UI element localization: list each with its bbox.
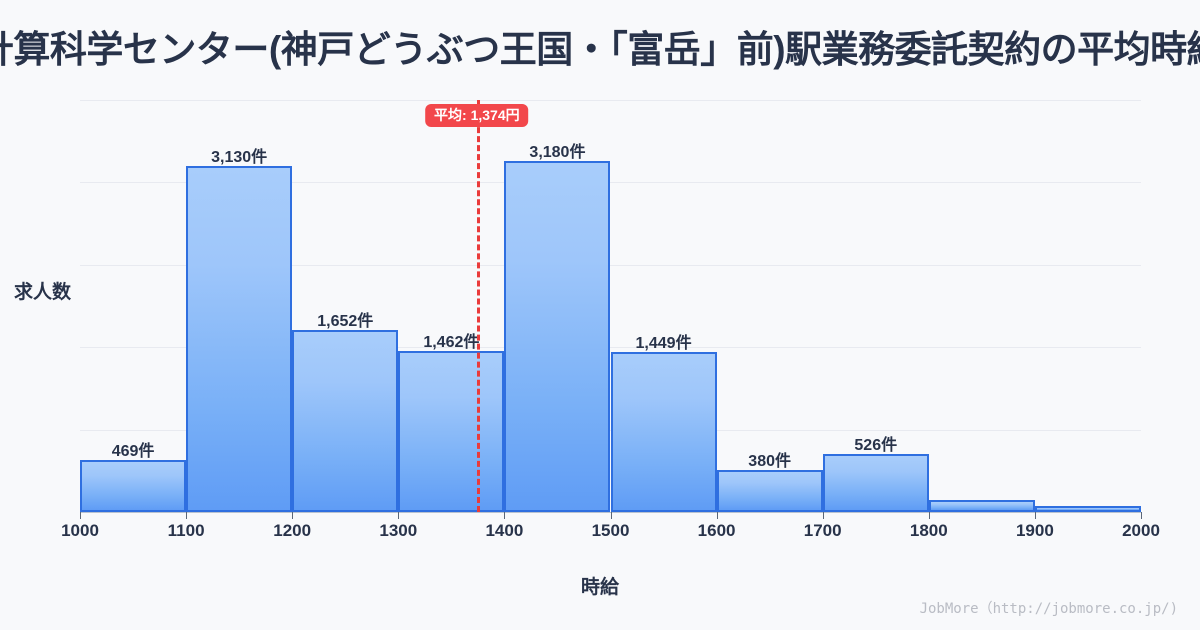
x-axis-tick: [1141, 512, 1142, 519]
watermark-credit: JobMore（http://jobmore.co.jp/): [919, 601, 1178, 617]
x-axis-title: 時給: [580, 577, 619, 598]
x-axis-tick: [822, 512, 824, 519]
bar-value-label: 1,652件: [317, 312, 374, 330]
gridline: [80, 182, 1141, 184]
x-axis-tick-label: 1700: [803, 521, 842, 540]
x-axis-tick: [186, 512, 188, 519]
bar[interactable]: [822, 453, 929, 512]
x-axis-tick: [398, 512, 400, 519]
x-axis-tick-label: 1600: [697, 521, 736, 540]
x-axis-tick-label: 1400: [485, 521, 524, 540]
average-line: [476, 100, 480, 512]
x-axis-tick-label: 1000: [61, 521, 99, 540]
bar[interactable]: [504, 160, 611, 512]
bar[interactable]: [1034, 505, 1141, 512]
bar-value-label: 469件: [111, 443, 155, 461]
gridline: [80, 347, 1141, 349]
x-axis-tick-label: 1300: [379, 521, 418, 540]
x-axis-tick: [1034, 512, 1036, 519]
bar[interactable]: [80, 460, 187, 512]
x-axis-tick: [716, 512, 718, 519]
plot-area: 469件 3,130件 1,652件 1,462件 3,180件 1,449件 380件 52…: [80, 100, 1141, 512]
gridline: [80, 100, 1141, 101]
x-axis-tick: [928, 512, 930, 519]
bar-value-label: 1,449件: [635, 334, 692, 352]
bar[interactable]: [398, 350, 505, 512]
x-axis-tick: [504, 512, 506, 519]
x-axis-tick-label: 1100: [167, 521, 205, 540]
x-axis-tick: [610, 512, 612, 519]
bar-value-label: 380件: [748, 453, 791, 471]
x-axis-tick: [80, 512, 81, 519]
x-axis-tick-label: 1200: [273, 521, 312, 540]
bar-value-label: 1,462件: [423, 333, 480, 351]
bar[interactable]: [186, 166, 293, 512]
x-axis-tick-label: 1900: [1015, 521, 1054, 540]
x-axis-tick-label: 1800: [909, 521, 948, 540]
x-axis-tick-label: 1500: [591, 521, 630, 540]
bar[interactable]: [928, 499, 1035, 512]
bar-value-label: 3,130件: [211, 149, 268, 167]
gridline: [80, 264, 1141, 266]
x-axis-tick: [292, 512, 294, 519]
x-axis-tick-label: 2000: [1122, 521, 1160, 540]
chart-title: 計算科学センター(神戸どうぶつ王国・「富岳」前)駅業務委託契約の平均時給: [0, 29, 1200, 70]
bar[interactable]: [716, 470, 823, 512]
average-badge: 平均: 1,374円: [425, 104, 529, 127]
y-axis-title: 求人数: [14, 282, 72, 303]
bar[interactable]: [292, 329, 399, 512]
bar-value-label: 526件: [854, 436, 898, 454]
bar[interactable]: [610, 351, 717, 512]
bar-value-label: 3,180件: [529, 143, 586, 161]
